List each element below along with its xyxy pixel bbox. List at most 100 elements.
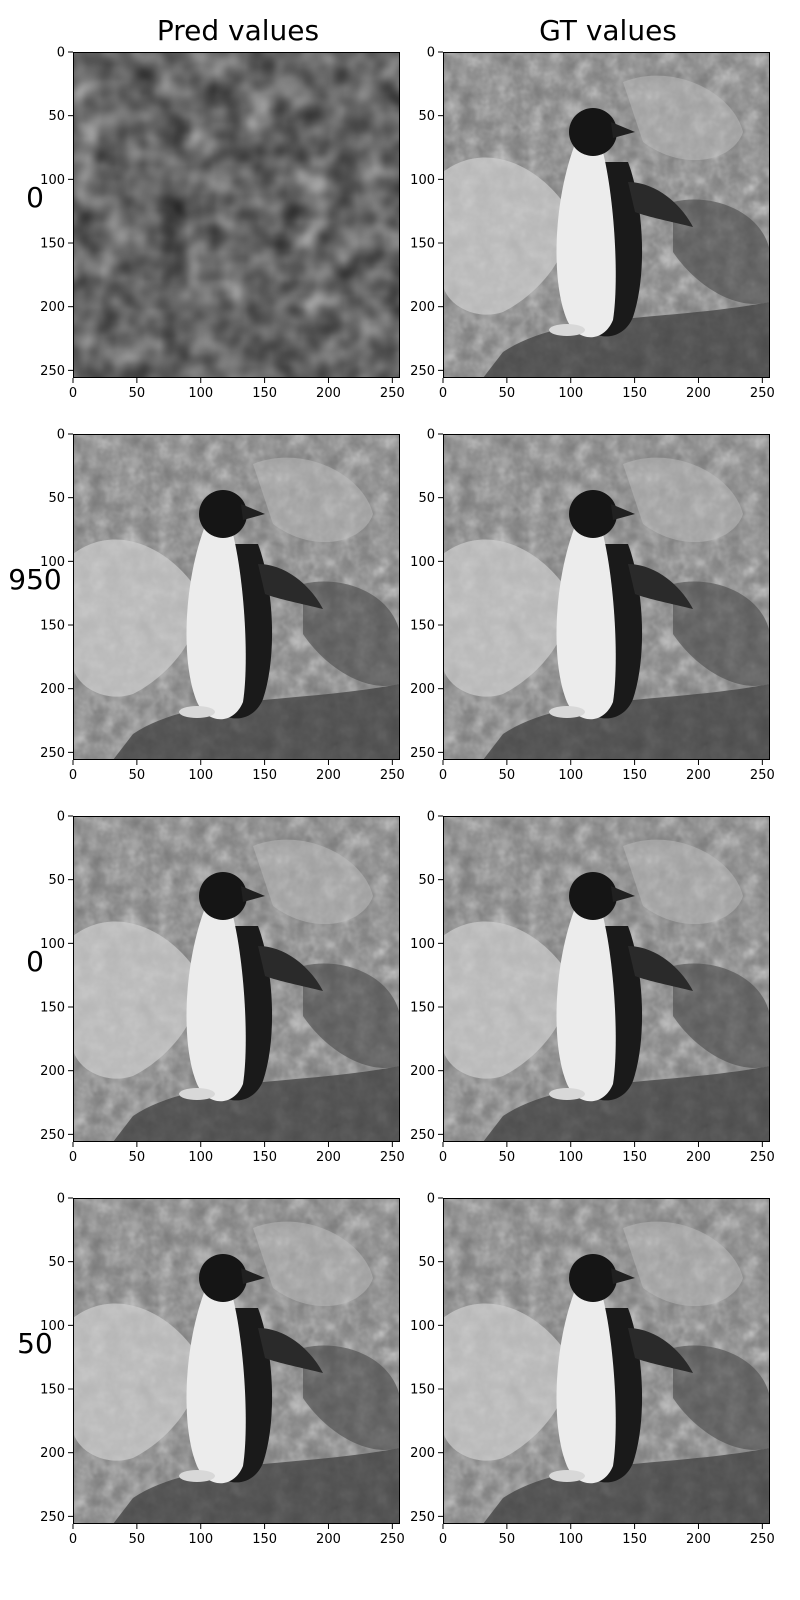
penguin-belly (556, 1290, 616, 1484)
x-tick-label: 250 (380, 1532, 405, 1547)
x-tick-label: 200 (686, 386, 711, 401)
x-tick-label: 250 (750, 386, 775, 401)
y-tick-label: 100 (410, 1319, 435, 1334)
y-tick-label: 200 (40, 1064, 65, 1079)
penguin-head (199, 872, 247, 920)
shadow-bottom (113, 1448, 400, 1524)
y-tick-label: 250 (410, 364, 435, 379)
x-tick-label: 250 (380, 386, 405, 401)
x-tick-label: 50 (499, 1150, 516, 1165)
y-tick-label: 250 (410, 746, 435, 761)
x-tick-label: 0 (439, 1150, 447, 1165)
light-rock-left (443, 157, 569, 315)
penguin-beak (611, 886, 635, 902)
image-panel-r1-pred: 0 50 100 150 200 250 0 50 100 150 200 250 (40, 428, 405, 784)
penguin-flipper (258, 946, 323, 991)
y-tick-label: 200 (40, 682, 65, 697)
shadow-right (303, 963, 400, 1068)
light-rock-top (623, 1221, 743, 1307)
shadow-right (673, 581, 770, 686)
y-tick-label: 100 (410, 937, 435, 952)
shadow-bottom (483, 1448, 770, 1524)
y-tick-label: 0 (57, 428, 65, 443)
x-tick-label: 150 (252, 1150, 277, 1165)
y-tick-label: 0 (427, 1192, 435, 1207)
y-tick-label: 150 (40, 237, 65, 252)
x-tick-label: 250 (380, 1150, 405, 1165)
x-tick-label: 150 (622, 768, 647, 783)
light-rock-left (443, 1303, 569, 1461)
light-rock-top (623, 839, 743, 925)
light-rock-left (73, 1303, 199, 1461)
x-tick-label: 0 (69, 386, 77, 401)
x-tick-label: 50 (129, 1150, 146, 1165)
panel-frame (443, 434, 770, 760)
x-tick-label: 250 (750, 768, 775, 783)
row-label-0: 0 (26, 181, 44, 214)
x-tick-label: 200 (686, 768, 711, 783)
y-tick-label: 250 (40, 364, 65, 379)
x-tick-label: 200 (316, 768, 341, 783)
y-tick-label: 0 (57, 46, 65, 61)
y-tick-label: 250 (40, 1510, 65, 1525)
y-tick-label: 200 (410, 1446, 435, 1461)
y-tick-label: 200 (410, 1064, 435, 1079)
penguin-feet (179, 706, 215, 718)
y-tick-label: 250 (410, 1510, 435, 1525)
x-tick-label: 150 (252, 1532, 277, 1547)
x-tick-label: 150 (622, 1150, 647, 1165)
y-tick-label: 150 (410, 1383, 435, 1398)
panel-frame (73, 434, 400, 760)
shadow-bottom (483, 684, 770, 760)
x-tick-label: 100 (558, 768, 583, 783)
y-tick-label: 100 (40, 937, 65, 952)
shadow-bottom (113, 684, 400, 760)
penguin-belly (186, 1290, 246, 1484)
x-tick-label: 100 (558, 1532, 583, 1547)
image-panel-r1-gt: 0 50 100 150 200 250 0 50 100 150 200 250 (410, 428, 775, 784)
pred-column-title: Pred values (156, 14, 320, 47)
x-tick-label: 50 (129, 768, 146, 783)
image-panel-r2-gt: 0 50 100 150 200 250 0 50 100 150 200 250 (410, 810, 775, 1166)
y-tick-label: 100 (410, 555, 435, 570)
y-tick-label: 200 (40, 1446, 65, 1461)
x-tick-label: 100 (558, 1150, 583, 1165)
penguin-flipper (628, 182, 693, 227)
x-tick-label: 100 (558, 386, 583, 401)
x-tick-label: 200 (316, 386, 341, 401)
row-label-2: 0 (26, 945, 44, 978)
penguin-head (199, 490, 247, 538)
shadow-right (673, 963, 770, 1068)
y-tick-label: 0 (427, 428, 435, 443)
light-rock-top (253, 457, 373, 543)
light-rock-left (443, 921, 569, 1079)
penguin-beak (611, 1268, 635, 1284)
x-tick-label: 250 (750, 1532, 775, 1547)
y-tick-label: 50 (48, 1255, 65, 1270)
penguin-feet (179, 1470, 215, 1482)
y-tick-label: 200 (410, 300, 435, 315)
light-rock-top (253, 839, 373, 925)
gt-column-title: GT values (539, 14, 677, 47)
penguin-belly (186, 908, 246, 1102)
image-panel-r3-gt: 0 50 100 150 200 250 0 50 100 150 200 250 (410, 1192, 775, 1548)
y-tick-label: 150 (410, 237, 435, 252)
shadow-right (673, 199, 770, 304)
x-tick-label: 150 (622, 386, 647, 401)
light-rock-left (73, 921, 199, 1079)
panel-frame (73, 816, 400, 1142)
x-tick-label: 100 (188, 1150, 213, 1165)
panel-frame (443, 52, 770, 378)
penguin-belly (556, 144, 616, 338)
x-tick-label: 250 (750, 1150, 775, 1165)
penguin-beak (241, 504, 265, 520)
image-panel-r3-pred: 0 50 100 150 200 250 0 50 100 150 200 250 (40, 1192, 405, 1548)
light-rock-top (253, 1221, 373, 1307)
y-tick-label: 200 (410, 682, 435, 697)
y-tick-label: 150 (40, 619, 65, 634)
penguin-flipper (258, 1328, 323, 1373)
y-tick-label: 0 (57, 810, 65, 825)
y-tick-label: 150 (410, 619, 435, 634)
penguin-head (199, 1254, 247, 1302)
shadow-bottom (483, 302, 770, 378)
